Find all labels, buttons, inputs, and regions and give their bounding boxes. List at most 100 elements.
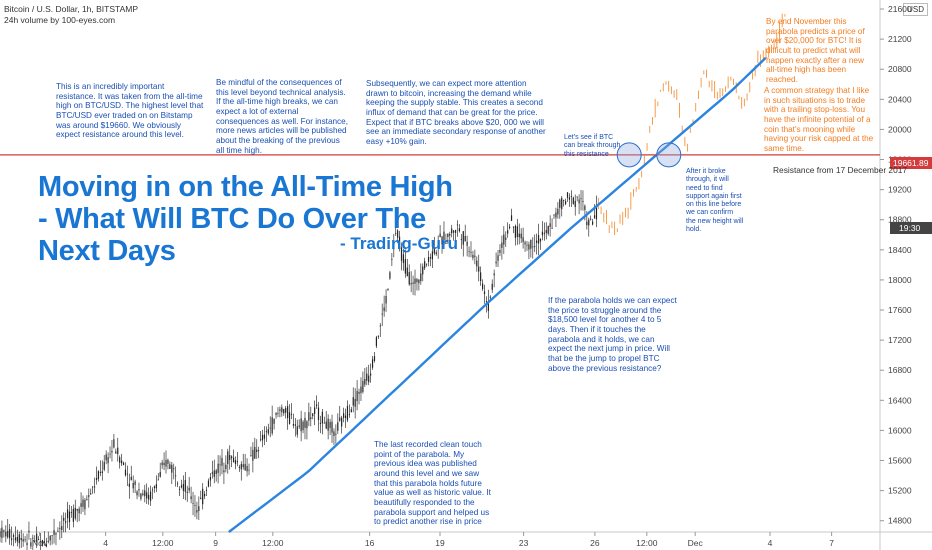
candle-body (221, 457, 223, 466)
candle-body (534, 246, 536, 247)
candle-body (175, 475, 177, 477)
candle-body (319, 422, 322, 424)
x-tick-label: 19 (435, 538, 445, 548)
note-end-november: By end November this parabola predicts a… (766, 17, 865, 85)
candle-body (53, 530, 55, 535)
candle-body (111, 451, 113, 453)
currency-label[interactable]: USD (903, 3, 928, 16)
candle-body (281, 407, 283, 413)
candle-body (92, 486, 94, 488)
x-tick-label: 12:00 (262, 538, 284, 548)
candle-body (588, 219, 590, 226)
candle-body (80, 503, 82, 507)
candle-body (414, 278, 416, 284)
candle-body (14, 537, 17, 541)
candle-body (136, 491, 138, 496)
candle-body (95, 477, 98, 481)
candle-body (458, 228, 461, 232)
y-tick-label: 15600 (888, 456, 912, 466)
x-tick-label: 4 (103, 538, 108, 548)
candle-body (184, 479, 186, 492)
candle-body (586, 221, 588, 226)
candle-body (352, 397, 354, 406)
chart-header: Bitcoin / U.S. Dollar, 1h, BITSTAMP 24h … (4, 4, 138, 27)
candle-body (443, 231, 445, 245)
candle-body (76, 508, 78, 511)
candle-body (190, 496, 192, 500)
candle-body (489, 296, 491, 298)
candle-body (173, 468, 175, 470)
note-parabola-holds: If the parabola holds we can expect the … (548, 296, 677, 373)
candle-body (198, 506, 200, 511)
candle-body (236, 461, 239, 463)
candle-body (202, 488, 204, 505)
candle-body (132, 482, 134, 489)
candle-body (88, 495, 90, 497)
candle-body (148, 494, 150, 500)
candle-body (503, 234, 505, 245)
candle-body (167, 459, 169, 464)
candle-body (480, 272, 482, 282)
candle-body (400, 247, 403, 261)
candle-body (555, 212, 557, 218)
candle-body (68, 511, 71, 523)
candle-body (537, 235, 540, 244)
candle-body (119, 457, 121, 463)
x-tick-label: 12:00 (152, 538, 174, 548)
candle-body (66, 509, 69, 519)
candle-body (397, 230, 399, 238)
candle-body (223, 470, 225, 473)
candle-body (395, 233, 397, 234)
y-axis: 14800 15200 15600 16000 16400 16800 17200 17600… (880, 4, 912, 526)
candle-body (225, 464, 227, 470)
candle-body (122, 462, 125, 466)
candle-body (439, 233, 441, 238)
candle-body (505, 237, 507, 240)
candle-body (186, 491, 188, 493)
candle-body (426, 263, 428, 265)
candle-body (454, 230, 457, 233)
candle-body (393, 245, 395, 250)
candle-body (244, 463, 246, 471)
candle-body (292, 424, 295, 426)
note-last-touch: The last recorded clean touch point of t… (374, 440, 491, 527)
candle-body (7, 530, 9, 538)
y-tick-label: 20400 (888, 94, 912, 104)
candle-body (26, 542, 28, 546)
x-tick-label: Nov (32, 538, 48, 548)
candle-body (242, 464, 244, 468)
candle-body (238, 467, 240, 468)
candle-body (478, 266, 480, 272)
candle-body (364, 378, 366, 385)
candle-body (568, 197, 571, 200)
candle-body (574, 200, 576, 208)
candle-body (578, 199, 580, 204)
candle-body (254, 446, 256, 459)
candle-body (371, 359, 374, 368)
candle-body (24, 539, 26, 541)
note-after-broke: After it broke through, it will need to … (686, 168, 744, 233)
candle-body (90, 493, 92, 495)
x-tick-label: 7 (829, 538, 834, 548)
candle-body (507, 230, 509, 234)
note-strategy: A common strategy that I like in such si… (764, 86, 874, 154)
candle-body (151, 489, 154, 491)
candle-body (159, 471, 161, 477)
resistance-price-tag (890, 157, 932, 169)
candle-body (194, 505, 196, 506)
candle-body (462, 231, 464, 245)
candle-body (398, 236, 401, 243)
candle-body (28, 530, 30, 533)
candle-body (518, 233, 520, 238)
candle-body (16, 537, 18, 542)
candle-body (580, 198, 582, 200)
candle-body (279, 409, 281, 411)
y-tick-label: 19200 (888, 185, 912, 195)
candle-body (207, 480, 210, 487)
candle-body (3, 530, 5, 532)
price-candles (0, 190, 598, 550)
candle-body (84, 499, 86, 510)
candle-body (441, 236, 443, 245)
